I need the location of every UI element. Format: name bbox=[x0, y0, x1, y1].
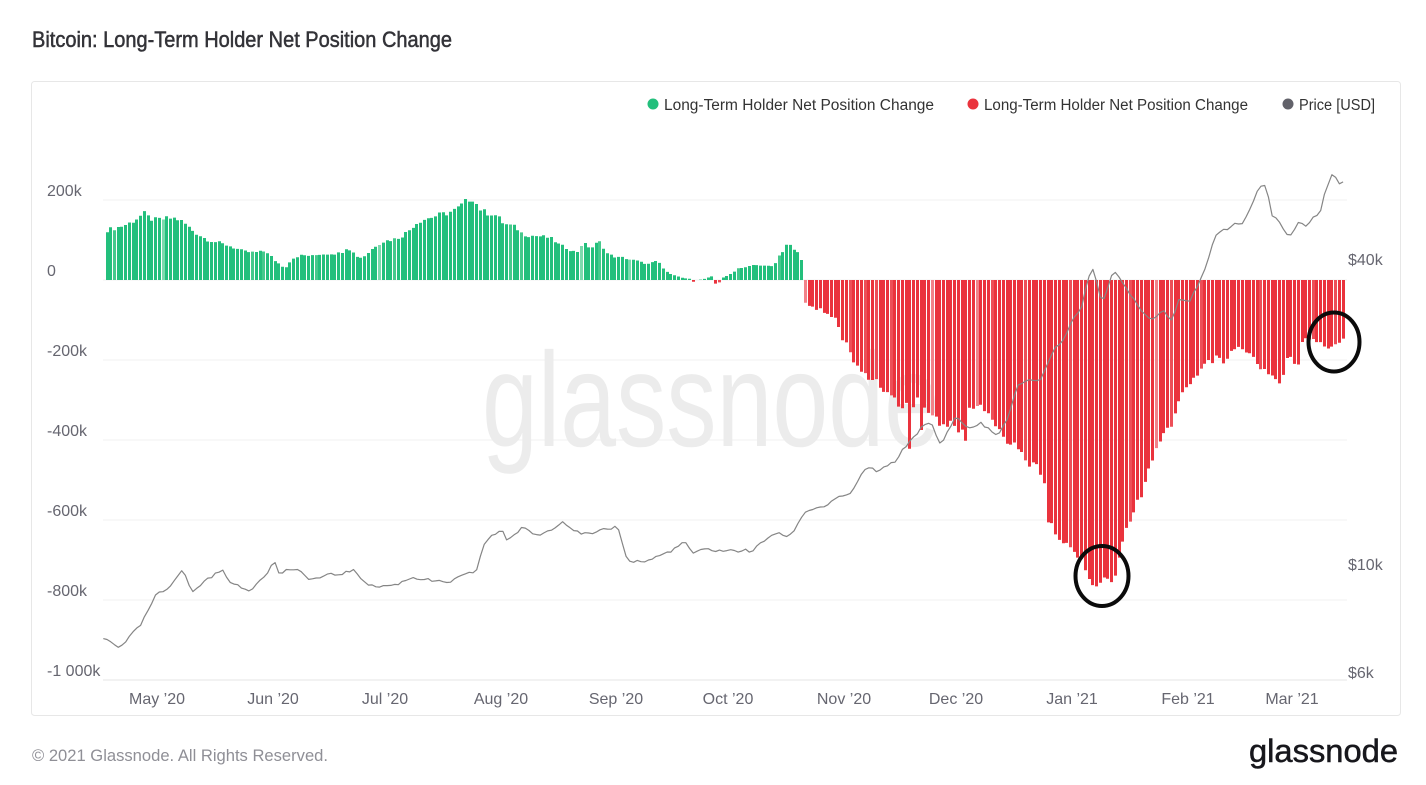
svg-text:Jul ’20: Jul ’20 bbox=[362, 691, 408, 708]
svg-text:Bitcoin: Long-Term Holder Net: Bitcoin: Long-Term Holder Net Position C… bbox=[32, 27, 452, 52]
svg-text:200k: 200k bbox=[47, 183, 83, 200]
svg-text:Feb ’21: Feb ’21 bbox=[1161, 691, 1214, 708]
svg-text:-600k: -600k bbox=[47, 503, 88, 520]
svg-text:Mar ’21: Mar ’21 bbox=[1265, 691, 1318, 708]
svg-text:Aug ’20: Aug ’20 bbox=[474, 691, 528, 708]
svg-text:Nov ’20: Nov ’20 bbox=[817, 691, 871, 708]
svg-text:$10k: $10k bbox=[1348, 557, 1384, 574]
svg-text:$40k: $40k bbox=[1348, 252, 1384, 269]
svg-text:glassnode: glassnode bbox=[1249, 733, 1398, 769]
svg-text:-200k: -200k bbox=[47, 343, 88, 360]
svg-text:Dec ’20: Dec ’20 bbox=[929, 691, 983, 708]
svg-text:May ’20: May ’20 bbox=[129, 691, 185, 708]
svg-text:$6k: $6k bbox=[1348, 665, 1375, 682]
svg-text:Oct ’20: Oct ’20 bbox=[703, 691, 754, 708]
svg-text:0: 0 bbox=[47, 263, 56, 280]
svg-text:Sep ’20: Sep ’20 bbox=[589, 691, 643, 708]
svg-text:-400k: -400k bbox=[47, 423, 88, 440]
svg-text:-1 000k: -1 000k bbox=[47, 663, 101, 680]
svg-text:Jan ’21: Jan ’21 bbox=[1046, 691, 1098, 708]
svg-text:Long-Term Holder Net Position: Long-Term Holder Net Position Change bbox=[664, 97, 934, 114]
svg-text:glassnode: glassnode bbox=[482, 326, 940, 475]
svg-text:© 2021 Glassnode. All Rights R: © 2021 Glassnode. All Rights Reserved. bbox=[32, 746, 328, 765]
svg-text:Long-Term Holder Net Position: Long-Term Holder Net Position Change bbox=[984, 97, 1248, 114]
svg-text:-800k: -800k bbox=[47, 583, 88, 600]
svg-text:Jun ’20: Jun ’20 bbox=[247, 691, 299, 708]
svg-text:Price [USD]: Price [USD] bbox=[1299, 97, 1375, 114]
